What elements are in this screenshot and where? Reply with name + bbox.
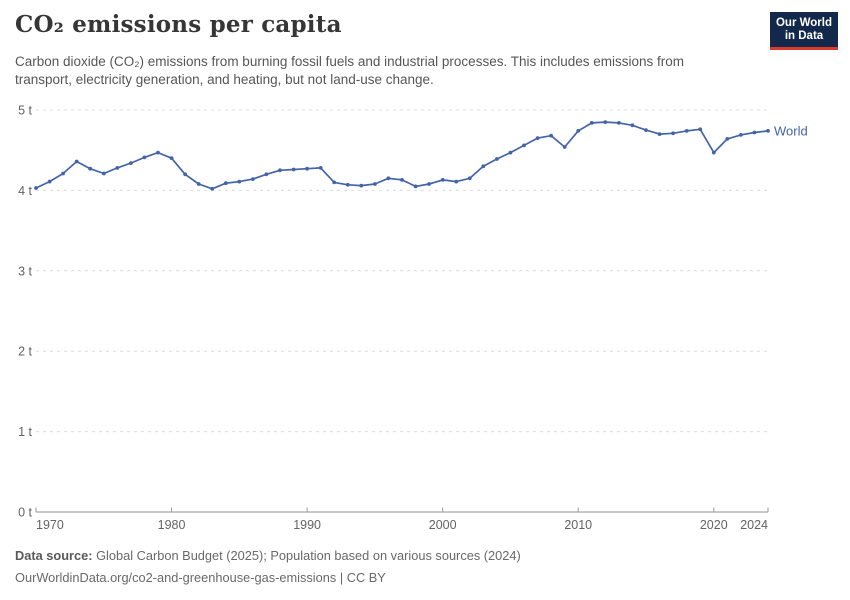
data-point (508, 150, 513, 155)
data-point (305, 166, 309, 171)
data-point (142, 155, 147, 160)
data-point (88, 166, 93, 171)
x-tick-label: 2024 (740, 518, 768, 532)
data-point (684, 129, 689, 133)
data-point (251, 177, 255, 182)
data-point (210, 186, 215, 191)
data-point (549, 133, 553, 138)
data-point (711, 150, 716, 155)
data-point (725, 137, 730, 141)
data-source-line: Data source: Global Carbon Budget (2025)… (15, 545, 815, 567)
data-point (386, 176, 391, 181)
chart-subtitle-line-2: transport, electricity generation, and h… (15, 71, 434, 87)
x-tick-label: 2000 (429, 518, 457, 532)
data-point (657, 132, 662, 137)
x-tick-label: 1980 (158, 518, 186, 532)
data-point (318, 166, 323, 170)
data-point (495, 157, 499, 161)
chart-footer: Data source: Global Carbon Budget (2025)… (15, 545, 815, 588)
data-point (115, 166, 120, 170)
data-point (34, 186, 38, 190)
x-tick-label: 2020 (700, 518, 728, 532)
data-point (169, 156, 174, 161)
data-point (766, 129, 770, 133)
data-point (359, 183, 364, 188)
data-point (332, 180, 337, 185)
series-label: World (774, 123, 808, 138)
data-point (291, 167, 296, 172)
y-tick-label: 5 t (18, 104, 32, 118)
data-point (74, 159, 79, 164)
data-point (617, 121, 621, 125)
data-point (589, 121, 594, 125)
data-point (413, 184, 418, 189)
data-source-text: Global Carbon Budget (2025); Population … (92, 548, 521, 563)
y-tick-label: 3 t (18, 264, 32, 278)
data-point (603, 120, 608, 124)
data-point (129, 161, 133, 166)
data-point (345, 182, 350, 187)
chart-subtitle-line-1: Carbon dioxide (CO₂) emissions from burn… (15, 54, 685, 69)
y-tick-label: 2 t (18, 345, 32, 359)
y-tick-label: 1 t (18, 425, 32, 439)
data-point (698, 127, 703, 132)
data-point (47, 179, 52, 184)
data-point (223, 181, 228, 186)
data-source-label: Data source: (15, 548, 93, 563)
url-license-line: OurWorldinData.org/co2-and-greenhouse-ga… (15, 569, 386, 585)
data-point (440, 178, 445, 182)
data-point (739, 133, 743, 137)
data-point (278, 168, 282, 173)
x-tick-label: 2010 (564, 518, 592, 532)
x-tick-label: 1990 (293, 518, 321, 532)
data-point (454, 179, 459, 184)
owid-logo-line-2: in Data (784, 30, 824, 42)
x-tick-label: 1970 (36, 518, 64, 532)
data-point (562, 145, 567, 149)
data-point (467, 176, 472, 181)
y-tick-label: 4 t (18, 184, 32, 198)
data-point (427, 182, 431, 186)
data-point (400, 178, 404, 182)
data-point (373, 182, 377, 186)
y-tick-label: 0 t (18, 506, 32, 520)
data-point (671, 131, 675, 136)
data-point (156, 150, 160, 155)
data-point (264, 172, 269, 177)
data-point (101, 171, 106, 176)
data-point (644, 128, 648, 133)
data-point (237, 179, 242, 184)
data-point (535, 136, 540, 141)
data-point (481, 164, 486, 169)
owid-logo[interactable]: Our World in Data (770, 12, 838, 50)
owid-logo-line-1: Our World (775, 17, 832, 29)
data-point (576, 129, 581, 133)
data-point (630, 123, 635, 128)
data-point (61, 171, 65, 176)
chart-subtitle: Carbon dioxide (CO₂) emissions from burn… (15, 53, 760, 88)
data-point (183, 172, 188, 177)
data-point (522, 143, 526, 148)
page-title: CO₂ emissions per capita (15, 11, 342, 38)
data-point (752, 130, 757, 135)
data-point (196, 182, 201, 186)
